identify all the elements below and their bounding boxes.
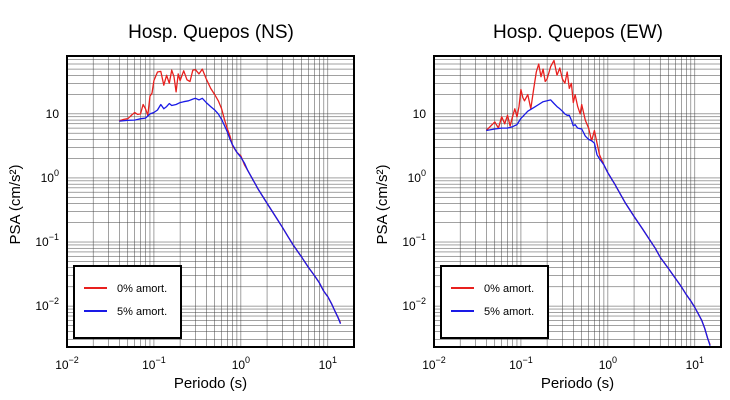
chart-title: Hosp. Quepos (NS) (128, 22, 294, 43)
x-tick-label: 100 (232, 355, 250, 372)
y-tick-label: 10−2 (402, 296, 426, 313)
y-axis-label: PSA (cm/s²) (374, 164, 391, 244)
x-tick-label: 10−2 (422, 355, 446, 372)
chart-panel-ns: Hosp. Quepos (NS) 10−2 10−1 100 101 10−2 10−1 1… (7, 22, 355, 392)
x-tick-label: 10−1 (142, 355, 166, 372)
legend-label: 5% amort. (117, 306, 167, 318)
plot-frame (66, 55, 355, 348)
x-tick-label: 101 (686, 355, 704, 372)
y-axis-label: PSA (cm/s²) (7, 164, 24, 244)
y-tick-label: 10 (46, 107, 60, 121)
x-axis-label: Periodo (s) (174, 375, 247, 392)
plot-frame (433, 55, 722, 348)
grid-lines (66, 55, 355, 347)
x-tick-label: 10−2 (55, 355, 79, 372)
y-tick-label: 10−1 (402, 232, 426, 249)
x-tick-label: 101 (319, 355, 337, 372)
series-line-5pct (486, 99, 711, 347)
legend: 0% amort. 5% amort. (73, 265, 182, 339)
legend-label: 0% amort. (117, 283, 167, 295)
legend-box (73, 265, 182, 339)
grid-lines (433, 55, 722, 347)
y-tick-label: 100 (408, 168, 426, 185)
series-line-5pct (119, 97, 342, 325)
x-tick-label: 10−1 (509, 355, 533, 372)
legend: 0% amort. 5% amort. (440, 265, 549, 339)
y-tick-label: 10−1 (35, 232, 59, 249)
y-tick-label: 100 (41, 168, 59, 185)
legend-label: 0% amort. (484, 283, 534, 295)
x-axis-label: Periodo (s) (541, 375, 614, 392)
chart-panel-ew: Hosp. Quepos (EW) 10−2 10−1 100 101 10−2 10−1 1… (374, 22, 722, 392)
chart-title: Hosp. Quepos (EW) (493, 22, 663, 43)
legend-box (440, 265, 549, 339)
y-tick-label: 10 (413, 107, 427, 121)
x-tick-label: 100 (599, 355, 617, 372)
legend-label: 5% amort. (484, 306, 534, 318)
y-tick-label: 10−2 (35, 296, 59, 313)
